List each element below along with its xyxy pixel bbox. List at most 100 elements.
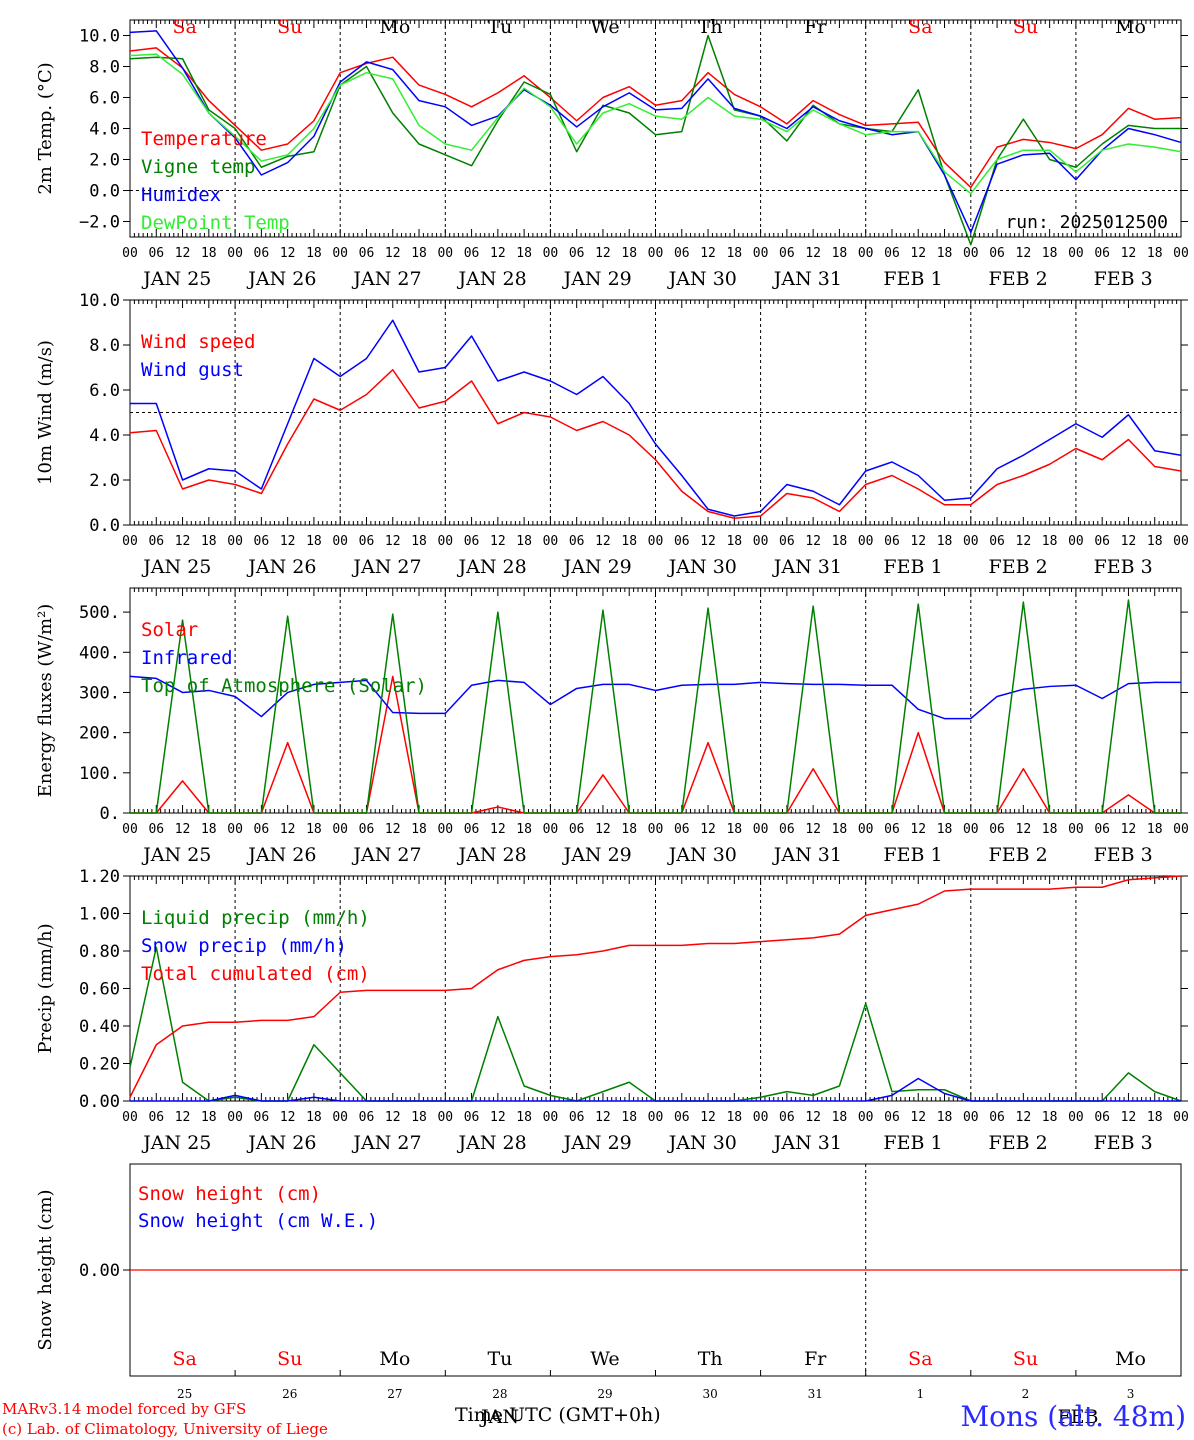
hour-tick-label: 12 xyxy=(1121,534,1137,549)
legend-entry: Total cumulated (cm) xyxy=(141,963,370,985)
hour-tick-label: 12 xyxy=(910,822,926,837)
hour-tick-label: 06 xyxy=(884,1110,900,1125)
hour-tick-label: 00 xyxy=(122,1110,138,1125)
hour-tick-label: 06 xyxy=(884,534,900,549)
date-label: FEB 1 xyxy=(883,556,942,578)
hour-tick-label: 12 xyxy=(280,822,296,837)
hour-tick-label: 06 xyxy=(359,246,375,261)
hour-tick-label: 18 xyxy=(1042,1110,1058,1125)
day-number: 1 xyxy=(917,1387,925,1401)
day-name-bottom: Su xyxy=(1013,1348,1038,1370)
date-label: FEB 3 xyxy=(1094,844,1153,866)
hour-tick-label: 06 xyxy=(1094,822,1110,837)
date-label: JAN 26 xyxy=(246,1132,316,1154)
day-name-bottom: Mo xyxy=(1115,1348,1146,1370)
hour-tick-label: 06 xyxy=(779,822,795,837)
series-line-wind-gust xyxy=(130,319,1182,517)
day-name-top: Mo xyxy=(379,16,410,38)
date-label: JAN 30 xyxy=(667,556,737,578)
hour-tick-label: 12 xyxy=(280,534,296,549)
day-name-bottom: Tu xyxy=(487,1348,512,1370)
date-label: JAN 25 xyxy=(141,268,211,290)
hour-tick-label: 06 xyxy=(674,534,690,549)
date-label: JAN 31 xyxy=(772,1132,842,1154)
hour-tick-label: 12 xyxy=(805,534,821,549)
hour-tick-label: 12 xyxy=(595,246,611,261)
hour-tick-label: 00 xyxy=(227,1110,243,1125)
y-tick-label: 1.00 xyxy=(79,905,120,925)
date-label: FEB 2 xyxy=(989,268,1048,290)
date-label: JAN 28 xyxy=(457,556,527,578)
y-tick-label: 0.20 xyxy=(79,1055,120,1075)
hour-tick-label: 18 xyxy=(726,1110,742,1125)
date-label: JAN 26 xyxy=(246,268,316,290)
legend-entry: Top of Atmosphere (Solar) xyxy=(141,675,427,697)
y-tick-label: 4.0 xyxy=(89,120,120,140)
hour-tick-label: 06 xyxy=(884,246,900,261)
hour-tick-label: 00 xyxy=(332,1110,348,1125)
y-axis-title: 10m Wind (m/s) xyxy=(35,340,56,485)
date-label: JAN 28 xyxy=(457,844,527,866)
hour-tick-label: 12 xyxy=(385,534,401,549)
date-label: JAN 27 xyxy=(351,268,421,290)
hour-tick-label: 06 xyxy=(989,822,1005,837)
hour-tick-label: 06 xyxy=(569,1110,585,1125)
date-label: JAN 26 xyxy=(246,556,316,578)
hour-tick-label: 00 xyxy=(227,246,243,261)
hour-tick-label: 06 xyxy=(148,246,164,261)
hour-tick-label: 12 xyxy=(805,246,821,261)
hour-tick-label: 00 xyxy=(753,1110,769,1125)
hour-tick-label: 00 xyxy=(963,534,979,549)
day-number: 27 xyxy=(387,1387,402,1401)
hour-tick-label: 00 xyxy=(753,534,769,549)
day-name-top: Su xyxy=(1013,16,1038,38)
legend-entry: Wind speed xyxy=(141,331,255,353)
hour-tick-label: 06 xyxy=(674,1110,690,1125)
hour-tick-label: 12 xyxy=(175,534,191,549)
hour-tick-label: 18 xyxy=(937,534,953,549)
hour-tick-label: 18 xyxy=(411,246,427,261)
hour-tick-label: 12 xyxy=(1016,822,1032,837)
hour-tick-label: 12 xyxy=(490,246,506,261)
hour-tick-label: 06 xyxy=(779,534,795,549)
series-line-temperature xyxy=(129,47,1182,189)
date-label: JAN 31 xyxy=(772,556,842,578)
hour-tick-label: 06 xyxy=(674,822,690,837)
hour-tick-label: 06 xyxy=(148,534,164,549)
date-label: JAN 31 xyxy=(772,268,842,290)
hour-tick-label: 00 xyxy=(332,822,348,837)
series-line-top-of-atmosphere-solar- xyxy=(130,599,1181,814)
hour-tick-label: 12 xyxy=(910,246,926,261)
hour-tick-label: 00 xyxy=(1068,822,1084,837)
day-number: 25 xyxy=(177,1387,192,1401)
day-name-bottom: Th xyxy=(698,1348,723,1370)
hour-tick-label: 18 xyxy=(1147,1110,1163,1125)
hour-tick-label: 12 xyxy=(700,246,716,261)
hour-tick-label: 18 xyxy=(1042,534,1058,549)
hour-tick-label: 06 xyxy=(1094,1110,1110,1125)
y-tick-label: 6.0 xyxy=(89,89,120,109)
hour-tick-label: 00 xyxy=(543,534,559,549)
day-name-top: Sa xyxy=(908,16,932,38)
hour-tick-label: 12 xyxy=(175,246,191,261)
hour-tick-label: 06 xyxy=(989,246,1005,261)
y-tick-label: 0.00 xyxy=(79,1092,120,1112)
hour-tick-label: 00 xyxy=(858,534,874,549)
hour-tick-label: 06 xyxy=(674,246,690,261)
hour-tick-label: 18 xyxy=(726,822,742,837)
date-label: JAN 27 xyxy=(351,1132,421,1154)
hour-tick-label: 12 xyxy=(805,1110,821,1125)
hour-tick-label: 12 xyxy=(385,822,401,837)
series-line-snow-precip-mm-h- xyxy=(130,1077,1181,1102)
hour-tick-label: 12 xyxy=(490,534,506,549)
hour-tick-label: 12 xyxy=(175,822,191,837)
hour-tick-label: 18 xyxy=(621,1110,637,1125)
hour-tick-label: 18 xyxy=(516,246,532,261)
hour-tick-label: 00 xyxy=(122,822,138,837)
hour-tick-label: 18 xyxy=(832,534,848,549)
day-number: 28 xyxy=(492,1387,507,1401)
hour-tick-label: 18 xyxy=(726,534,742,549)
date-label: JAN 31 xyxy=(772,844,842,866)
hour-tick-label: 00 xyxy=(858,246,874,261)
